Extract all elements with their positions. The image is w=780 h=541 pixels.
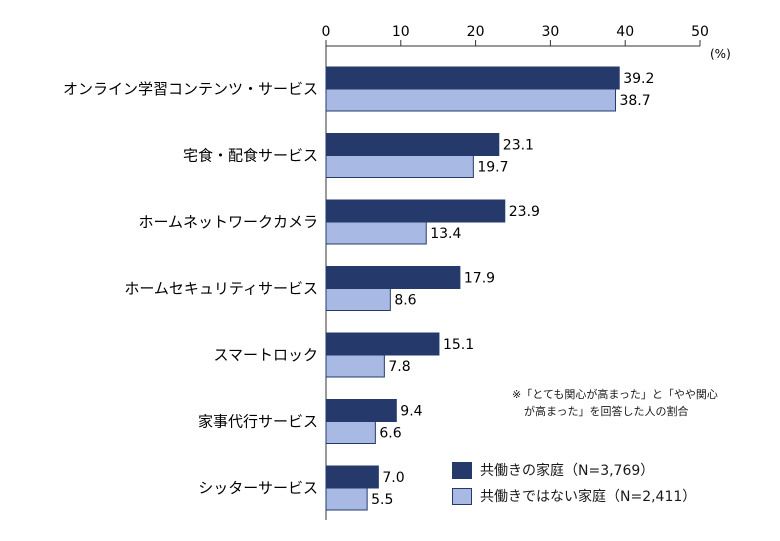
category-label: ホームセキュリティサービス [124,280,318,298]
bar-value-label: 5.5 [371,492,393,508]
bar-value-label: 13.4 [430,226,461,242]
bar-value-label: 17.9 [464,271,495,287]
bar-value-label: 7.0 [382,470,404,486]
category-label: オンライン学習コンテンツ・サービス [63,80,318,98]
bar [325,465,379,489]
bar-value-label: 8.6 [394,293,416,309]
bar [325,88,616,112]
bar [325,288,391,311]
x-tick-label: 30 [541,24,559,40]
chart-footnote: ※「とても関心が高まった」と「やや関心 が高まった」を回答した人の割合 [512,386,752,420]
bar [325,421,376,444]
legend-swatch-non-dual-income [452,487,472,505]
x-tick-label: 20 [467,24,485,40]
category-label: 宅食・配食サービス [183,147,318,165]
bar-value-label: 7.8 [388,359,410,375]
bar-value-label: 39.2 [623,71,654,87]
bar-value-label: 23.9 [509,204,540,220]
chart-legend: 共働きの家庭（N=3,769） 共働きではない家庭（N=2,411） [452,457,696,509]
x-tick-label: 10 [392,24,410,40]
category-label: 家事代行サービス [198,413,318,431]
category-label: ホームネットワークカメラ [138,213,318,231]
bar [325,155,474,178]
x-tick-label: 0 [322,24,331,40]
bar [325,266,461,289]
bar-value-label: 6.6 [379,426,401,442]
bar [325,354,385,378]
x-tick-label: 40 [616,24,634,40]
bar [325,487,368,511]
legend-label: 共働きの家庭（N=3,769） [480,463,655,479]
bar-value-label: 23.1 [503,138,534,154]
legend-label: 共働きではない家庭（N=2,411） [480,489,697,505]
bar [325,199,506,223]
bar-value-label: 19.7 [477,160,508,176]
bar [325,221,427,245]
footnote-line: ※「とても関心が高まった」と「やや関心 [512,388,718,401]
category-label: シッターサービス [198,479,318,497]
bar [325,133,500,156]
legend-item: 共働きの家庭（N=3,769） [452,457,696,483]
bar-value-label: 9.4 [400,404,422,420]
x-tick-label: 50 [691,24,709,40]
legend-item: 共働きではない家庭（N=2,411） [452,483,696,509]
bar [325,332,440,356]
x-axis-unit: (%) [710,47,731,61]
footnote-line: が高まった」を回答した人の割合 [524,405,689,418]
bar [325,66,620,90]
category-label: スマートロック [213,346,318,364]
bar-value-label: 38.7 [619,93,650,109]
legend-swatch-dual-income [452,461,472,479]
bar [325,399,397,422]
bar-value-label: 15.1 [443,337,474,353]
